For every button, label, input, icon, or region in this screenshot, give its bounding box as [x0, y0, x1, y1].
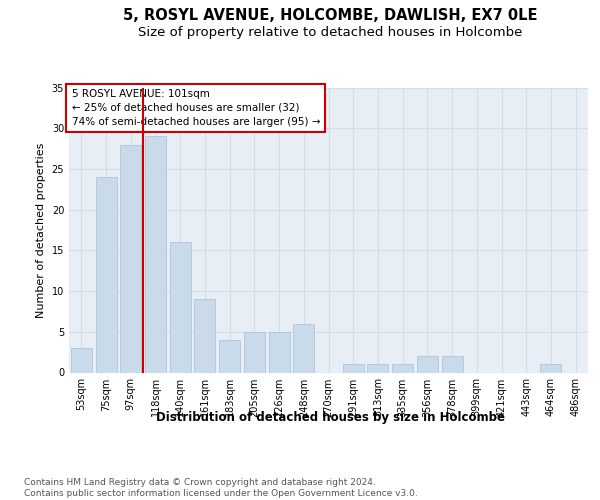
Text: Contains HM Land Registry data © Crown copyright and database right 2024.
Contai: Contains HM Land Registry data © Crown c…: [24, 478, 418, 498]
Bar: [417, 356, 438, 372]
Y-axis label: Number of detached properties: Number of detached properties: [36, 142, 46, 318]
Text: Distribution of detached houses by size in Holcombe: Distribution of detached houses by size …: [155, 411, 505, 424]
Bar: [392, 364, 413, 372]
Bar: [95, 177, 116, 372]
Bar: [170, 242, 191, 372]
Bar: [71, 348, 92, 372]
Bar: [120, 144, 141, 372]
Bar: [343, 364, 364, 372]
Bar: [194, 299, 215, 372]
Text: Size of property relative to detached houses in Holcombe: Size of property relative to detached ho…: [138, 26, 522, 39]
Bar: [367, 364, 388, 372]
Bar: [244, 332, 265, 372]
Bar: [269, 332, 290, 372]
Bar: [541, 364, 562, 372]
Bar: [442, 356, 463, 372]
Bar: [145, 136, 166, 372]
Bar: [293, 324, 314, 372]
Text: 5 ROSYL AVENUE: 101sqm
← 25% of detached houses are smaller (32)
74% of semi-det: 5 ROSYL AVENUE: 101sqm ← 25% of detached…: [71, 89, 320, 127]
Text: 5, ROSYL AVENUE, HOLCOMBE, DAWLISH, EX7 0LE: 5, ROSYL AVENUE, HOLCOMBE, DAWLISH, EX7 …: [123, 8, 537, 22]
Bar: [219, 340, 240, 372]
